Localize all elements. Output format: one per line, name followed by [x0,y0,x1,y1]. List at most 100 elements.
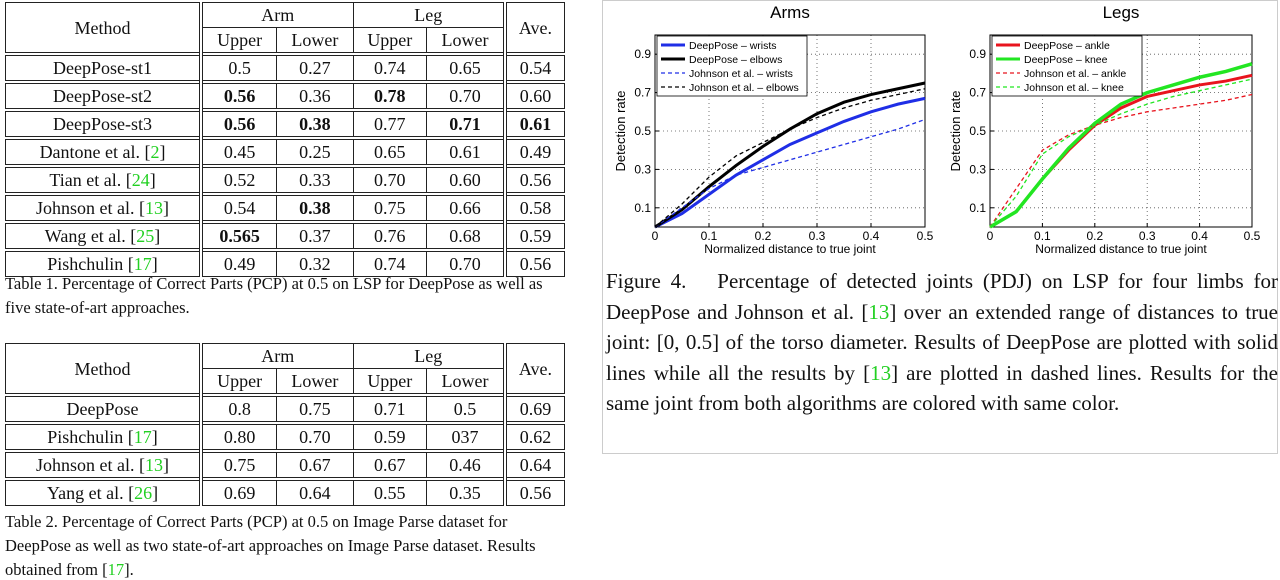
cell: 0.67 [276,449,354,479]
citation: 13 [145,198,164,218]
x-tick-label: 0.2 [1086,229,1103,243]
legend-label: DeepPose – knee [1024,54,1108,66]
method-cell: Wang et al. [25] [5,220,204,250]
cell: 0.32 [276,248,354,277]
cell: 0.8 [200,393,278,424]
header-cell: Upper [200,368,278,396]
table-header: Method Arm Leg Ave. Upper Lower Upper Lower [5,2,565,55]
method-cell: DeepPose-st3 [5,108,204,139]
cell: 0.25 [276,136,354,166]
cell: 0.71 [426,108,507,139]
cell: 0.65 [352,136,428,166]
cell: 0.64 [276,477,354,506]
chart-title: Legs [1103,3,1140,22]
plot-frame [989,34,1253,228]
y-tick-label: 0.7 [634,86,651,100]
x-axis-label: Normalized distance to true joint [1035,242,1207,256]
cell: 0.70 [426,248,507,277]
cell: 0.80 [200,421,278,451]
citation: 13 [145,455,164,475]
text: Tian et al. [ [49,170,132,190]
cell: 0.60 [504,80,565,110]
cell: 0.77 [352,108,428,139]
text: Wang et al. [ [44,226,137,246]
table-caption: Table 2. Percentage of Correct Parts (PC… [5,510,545,580]
figure-frame [602,0,1278,454]
legend-label: DeepPose – ankle [1024,40,1110,52]
y-tick-label: 0.3 [634,162,651,176]
table: Method Arm Leg Ave. Upper Lower Upper Lower Deep… [5,2,565,277]
header-cell: Ave. [504,2,565,55]
citation: 25 [136,226,155,246]
cell: 0.64 [504,449,565,479]
header-cell: Lower [426,27,507,55]
line-series [989,78,1253,228]
x-tick-label: 0 [987,229,994,243]
x-tick-label: 0.3 [1139,229,1156,243]
line-series [989,62,1253,229]
legend-label: Johnson et al. – wrists [689,68,793,80]
method-cell: Johnson et al. [13] [5,192,204,222]
text: ] [163,198,170,218]
cell: 0.75 [276,393,354,424]
citation: 2 [150,142,160,162]
header-cell: Lower [426,368,507,396]
citation: 17 [133,254,152,274]
text: Johnson et al. [ [36,198,146,218]
cell: 0.56 [200,80,278,110]
row-group: Dantone et al. [2] 0.45 0.25 0.65 0.61 0.49 Ti… [5,136,565,277]
cell: 0.67 [352,449,428,479]
header-cell: Ave. [504,343,565,396]
cell: 0.70 [426,80,507,110]
x-tick-label: 0.5 [1244,229,1261,243]
row-group: Pishchulin [17] 0.80 0.70 0.59 037 0.62 Johnso… [5,421,565,506]
cell: 0.49 [200,248,278,277]
cell: 0.65 [426,52,507,82]
header-cell: Upper [352,368,428,396]
line-series [989,93,1253,228]
text: DeepPose-st1 [53,58,153,78]
x-tick-label: 0.4 [1191,229,1208,243]
cell: 037 [426,421,507,451]
chart-title: Arms [770,3,810,22]
line-series [654,96,926,229]
y-tick-label: 0.5 [969,124,986,138]
method-cell: Johnson et al. [13] [5,449,204,479]
x-tick-label: 0.1 [701,229,718,243]
cell: 0.27 [276,52,354,82]
method-cell: Tian et al. [24] [5,164,204,194]
y-tick-label: 0.1 [969,201,986,215]
chart: Legs Normalized distance to true joint Det… [948,3,1261,256]
row: Tian et al. [24] 0.52 0.33 0.70 0.60 0.56 [5,164,565,194]
cell: 0.45 [200,136,278,166]
cell: 0.36 [276,80,354,110]
text: Dantone et al. [ [39,142,151,162]
text: Pishchulin [ [47,254,134,274]
header-cell: Method [5,2,204,55]
citation: 24 [131,170,150,190]
table-caption: Table 1. Percentage of Correct Parts (PC… [5,272,545,320]
citation: 17 [133,427,152,447]
cell: 0.74 [352,52,428,82]
header-row: Method Arm Leg Ave. [5,2,565,55]
cell: 0.56 [504,248,565,277]
row: DeepPose 0.8 0.75 0.71 0.5 0.69 [5,393,565,424]
header-cell: Lower [276,27,354,55]
text: Yang et al. [ [46,483,135,503]
method-cell: Pishchulin [17] [5,248,204,277]
x-tick-label: 0.1 [1034,229,1051,243]
text: Figure 4. Percentage of detected joints … [606,269,1278,324]
table: Method Arm Leg Ave. Upper Lower Upper Lower Deep… [5,343,565,506]
row-group: DeepPose-st1 0.5 0.27 0.74 0.65 0.54 DeepPose-… [5,52,565,139]
legend-label: Johnson et al. – ankle [1024,68,1126,80]
row: DeepPose-st3 0.56 0.38 0.77 0.71 0.61 [5,108,565,139]
text: Table 2. Percentage of Correct Parts (PC… [5,512,536,579]
cell: 0.70 [276,421,354,451]
x-tick-label: 0.5 [917,229,934,243]
x-tick-label: 0.2 [755,229,772,243]
line-series [654,118,926,228]
cell: 0.69 [200,477,278,506]
row: DeepPose-st2 0.56 0.36 0.78 0.70 0.60 [5,80,565,110]
row: Wang et al. [25] 0.565 0.37 0.76 0.68 0.59 [5,220,565,250]
text: ] [151,427,158,447]
